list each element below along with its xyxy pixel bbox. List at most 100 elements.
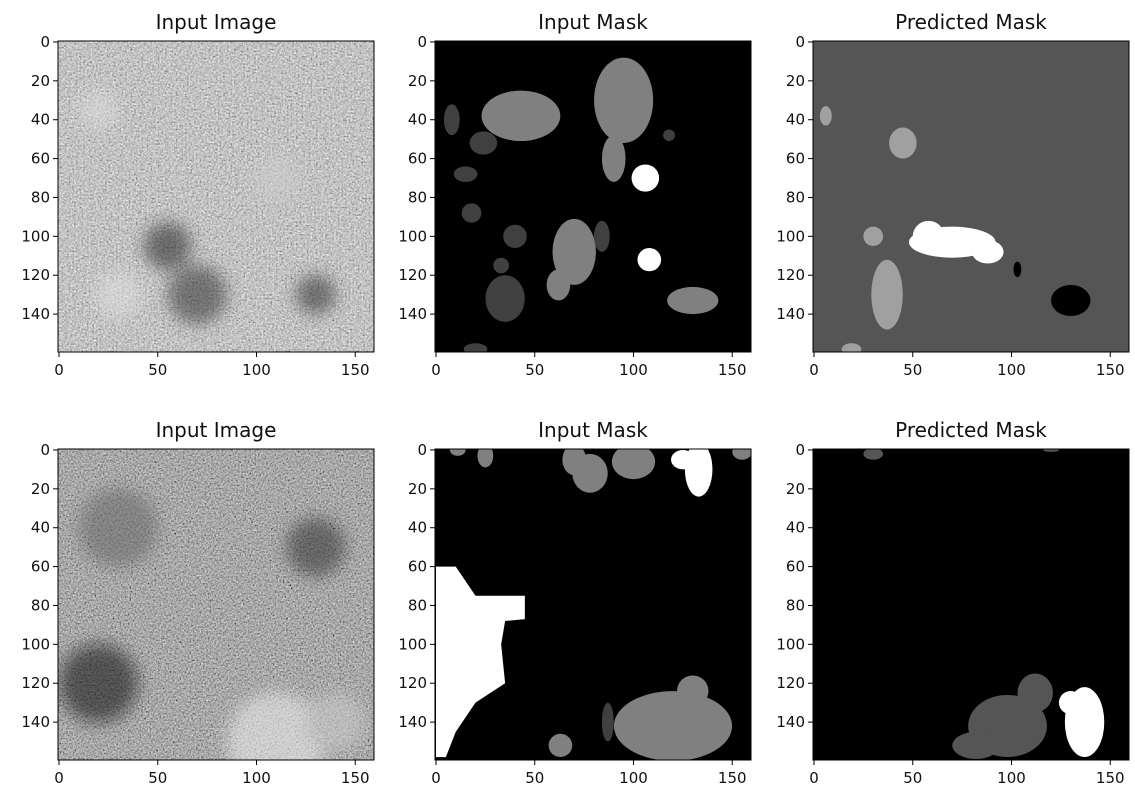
x-tick-label: 50 xyxy=(903,361,922,379)
x-tick-label: 50 xyxy=(148,361,167,379)
y-tick-label: 20 xyxy=(31,480,50,498)
mask-region xyxy=(470,131,498,154)
mask-region xyxy=(572,454,607,493)
subplot-title: Predicted Mask xyxy=(895,10,1047,34)
mask-region xyxy=(1051,285,1090,316)
mask-region xyxy=(863,227,883,246)
mask-region xyxy=(444,104,460,135)
mask-region xyxy=(594,221,610,252)
x-tick-label: 0 xyxy=(809,361,819,379)
subplot-title: Input Mask xyxy=(538,418,648,442)
mask-region xyxy=(549,734,573,757)
y-tick-label: 60 xyxy=(408,558,427,576)
mask-region xyxy=(1013,262,1021,278)
image xyxy=(813,41,1129,355)
y-tick-label: 60 xyxy=(786,150,805,168)
x-tick-label: 50 xyxy=(525,361,544,379)
shade xyxy=(306,693,365,752)
x-tick-label: 0 xyxy=(54,361,64,379)
y-tick-label: 0 xyxy=(40,441,50,459)
y-tick-label: 120 xyxy=(776,674,805,692)
mask-region xyxy=(842,343,862,355)
subplot-title: Input Image xyxy=(156,10,277,34)
y-tick-label: 80 xyxy=(408,188,427,206)
mask-region xyxy=(637,248,661,271)
shade xyxy=(296,275,335,314)
mask-region xyxy=(972,240,1004,263)
x-tick-label: 150 xyxy=(1096,769,1125,787)
mask-region xyxy=(871,260,903,330)
image xyxy=(58,449,374,791)
y-tick-label: 80 xyxy=(786,188,805,206)
mask-region xyxy=(1017,674,1052,713)
mask-region xyxy=(820,106,832,125)
y-tick-label: 80 xyxy=(786,596,805,614)
y-tick-label: 20 xyxy=(31,72,50,90)
y-tick-label: 140 xyxy=(21,713,50,731)
y-tick-label: 100 xyxy=(398,227,427,245)
x-tick-label: 50 xyxy=(903,769,922,787)
x-tick-label: 100 xyxy=(997,769,1026,787)
y-tick-label: 100 xyxy=(21,635,50,653)
y-tick-label: 60 xyxy=(786,558,805,576)
y-tick-label: 100 xyxy=(776,227,805,245)
x-tick-label: 150 xyxy=(341,769,370,787)
shade xyxy=(95,271,142,318)
x-tick-label: 100 xyxy=(242,361,271,379)
y-tick-label: 140 xyxy=(398,713,427,731)
y-tick-label: 40 xyxy=(408,111,427,129)
y-tick-label: 20 xyxy=(408,72,427,90)
mask-region xyxy=(485,275,524,322)
mask-region xyxy=(685,442,713,496)
y-tick-label: 0 xyxy=(40,33,50,51)
mask-region xyxy=(602,135,626,182)
shade xyxy=(286,518,345,577)
y-tick-label: 0 xyxy=(417,33,427,51)
y-tick-label: 120 xyxy=(776,266,805,284)
y-tick-label: 80 xyxy=(31,596,50,614)
image xyxy=(58,41,374,352)
x-tick-label: 50 xyxy=(148,769,167,787)
x-tick-label: 150 xyxy=(341,361,370,379)
mask-region xyxy=(632,164,660,191)
subplot: Input Mask050100150020406080100120140 xyxy=(398,10,751,379)
x-tick-label: 0 xyxy=(431,361,441,379)
y-tick-label: 80 xyxy=(408,596,427,614)
x-tick-label: 0 xyxy=(431,769,441,787)
x-tick-label: 100 xyxy=(619,361,648,379)
subplot-title: Predicted Mask xyxy=(895,418,1047,442)
y-tick-label: 140 xyxy=(398,305,427,323)
image xyxy=(435,41,751,355)
figure: Input Image 0 50 100 150 0 20 40 60 80 100 120 140 In… xyxy=(0,0,1135,796)
y-tick-label: 100 xyxy=(776,635,805,653)
subplot-title: Input Mask xyxy=(538,10,648,34)
y-tick-label: 20 xyxy=(408,480,427,498)
y-tick-label: 0 xyxy=(417,441,427,459)
x-tick-label: 150 xyxy=(718,769,747,787)
mask-region xyxy=(477,444,493,467)
y-tick-label: 0 xyxy=(795,441,805,459)
x-tick-label: 100 xyxy=(619,769,648,787)
mask-region xyxy=(671,450,695,469)
mask-region xyxy=(677,675,709,706)
subplot-title: Input Image xyxy=(156,418,277,442)
y-tick-label: 60 xyxy=(31,150,50,168)
shade xyxy=(79,488,158,567)
mask-region xyxy=(594,58,653,143)
x-tick-label: 100 xyxy=(242,769,271,787)
x-tick-label: 150 xyxy=(718,361,747,379)
shade xyxy=(144,222,191,269)
y-tick-label: 40 xyxy=(31,111,50,129)
mask-region xyxy=(732,444,752,460)
y-tick-label: 140 xyxy=(776,713,805,731)
y-tick-label: 20 xyxy=(786,72,805,90)
y-tick-label: 20 xyxy=(786,480,805,498)
y-tick-label: 40 xyxy=(786,519,805,537)
mask-region xyxy=(450,444,466,456)
y-tick-label: 140 xyxy=(21,305,50,323)
y-tick-label: 0 xyxy=(795,33,805,51)
